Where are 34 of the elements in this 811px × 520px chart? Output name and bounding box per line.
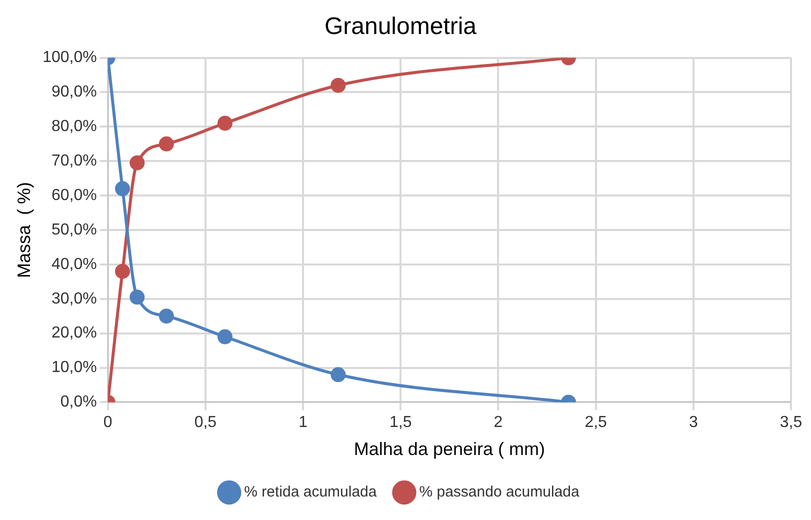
x-tick-label: 0,5 bbox=[194, 414, 217, 432]
point bbox=[130, 155, 145, 170]
legend-label: % passando acumulada bbox=[419, 484, 580, 501]
point bbox=[217, 329, 232, 344]
x-tick-label: 3 bbox=[688, 414, 698, 432]
point bbox=[330, 78, 346, 93]
point bbox=[217, 116, 232, 131]
y-tick-label: 0,0% bbox=[60, 394, 97, 411]
point bbox=[158, 136, 174, 152]
point bbox=[330, 367, 346, 382]
point bbox=[115, 264, 130, 279]
y-axis-title: Massa ( %) bbox=[14, 182, 34, 278]
chart-title: Granulometria bbox=[324, 13, 478, 40]
y-tick-label: 50,0% bbox=[51, 221, 97, 238]
y-tick-label: 80,0% bbox=[51, 118, 97, 136]
x-tick-label: 2 bbox=[494, 414, 503, 432]
x-tick-label: 0 bbox=[103, 414, 112, 432]
y-tick-label: 60,0% bbox=[51, 186, 97, 204]
point bbox=[158, 308, 174, 324]
point bbox=[115, 181, 130, 196]
x-tick-label: 3,5 bbox=[780, 414, 802, 432]
y-tick-label: 70,0% bbox=[51, 152, 97, 170]
y-tick-label: 100,0% bbox=[42, 49, 97, 66]
legend-label: % retida acumulada bbox=[244, 484, 378, 501]
y-tick-label: 90,0% bbox=[51, 84, 97, 101]
x-tick-label: 1,5 bbox=[390, 414, 412, 432]
x-axis-title: Malha da peneira ( mm) bbox=[354, 439, 545, 460]
y-tick-label: 20,0% bbox=[51, 324, 97, 342]
y-tick-label: 10,0% bbox=[51, 359, 97, 376]
x-tick-label: 1 bbox=[298, 414, 308, 432]
x-tick-label: 2,5 bbox=[584, 414, 608, 432]
y-tick-label: 40,0% bbox=[51, 256, 97, 273]
point bbox=[130, 290, 145, 305]
y-tick-label: 30,0% bbox=[51, 290, 97, 308]
